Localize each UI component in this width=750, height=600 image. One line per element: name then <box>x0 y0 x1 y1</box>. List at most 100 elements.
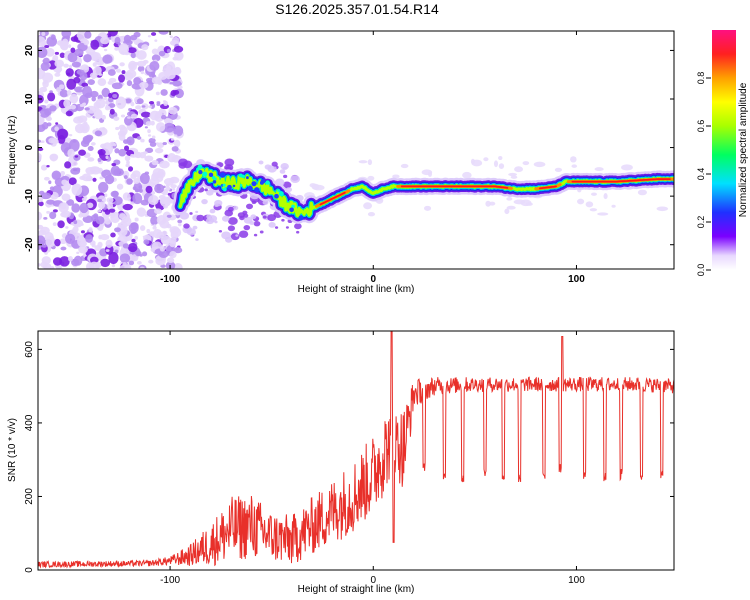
noise-blob <box>205 217 215 225</box>
noise-blob <box>122 243 129 249</box>
noise-blob <box>87 157 95 162</box>
noise-blob <box>103 48 108 52</box>
noise-blob <box>52 222 57 227</box>
noise-blob <box>120 114 126 118</box>
noise-blob <box>59 40 69 51</box>
noise-blob <box>119 213 126 220</box>
noise-blob <box>110 190 119 198</box>
noise-blob <box>82 135 93 143</box>
noise-blob <box>158 31 169 35</box>
noise-blob <box>38 229 47 236</box>
noise-blob <box>121 70 126 75</box>
frequency-ridge <box>172 161 674 224</box>
noise-blob <box>154 208 162 215</box>
noise-blob <box>59 238 67 245</box>
noise-blob <box>513 199 526 205</box>
noise-blob <box>71 61 81 68</box>
noise-blob <box>143 239 150 245</box>
noise-blob <box>119 264 130 269</box>
noise-blob <box>637 189 647 196</box>
noise-blob <box>196 214 205 222</box>
noise-blob <box>122 203 133 211</box>
noise-blob <box>80 38 88 44</box>
noise-blob <box>84 107 90 111</box>
noise-blob <box>130 101 135 107</box>
noise-blob <box>41 31 46 37</box>
noise-blob <box>82 102 87 106</box>
ridge-spot <box>265 180 270 185</box>
noise-blob <box>160 89 168 96</box>
noise-blob <box>107 69 116 76</box>
noise-blob <box>119 253 131 264</box>
noise-blob <box>44 251 48 255</box>
noise-blob <box>97 209 102 213</box>
y-tick-label: 20 <box>24 44 35 56</box>
x-tick-label: -100 <box>160 274 180 285</box>
noise-blob <box>118 148 127 157</box>
noise-blob <box>175 246 180 251</box>
noise-blob <box>151 135 156 139</box>
noise-blob <box>38 115 45 126</box>
noise-blob <box>148 100 155 105</box>
noise-blob <box>130 153 135 158</box>
noise-blob <box>40 140 45 144</box>
noise-blob <box>60 203 67 210</box>
noise-blob <box>111 162 117 167</box>
noise-blob <box>50 266 55 269</box>
snr-line <box>38 331 674 569</box>
noise-blob <box>74 86 85 93</box>
x-tick-label: 0 <box>370 575 376 586</box>
noise-blob <box>136 50 147 60</box>
noise-blob <box>127 47 137 54</box>
noise-blob <box>40 192 52 200</box>
noise-blob <box>86 202 94 209</box>
noise-blob <box>611 204 616 208</box>
noise-blob <box>510 175 518 179</box>
ridge-spot <box>219 172 226 178</box>
noise-blob <box>106 197 114 203</box>
ridge-spot <box>212 180 217 184</box>
noise-blob <box>165 186 171 192</box>
noise-blob <box>105 249 110 252</box>
noise-blob <box>253 233 258 237</box>
noise-blob <box>115 126 120 131</box>
noise-blob <box>506 197 513 201</box>
noise-blob <box>83 54 92 63</box>
noise-blob <box>50 138 59 144</box>
ridge-core <box>319 191 346 206</box>
noise-blob <box>79 202 89 214</box>
noise-blob <box>201 199 208 205</box>
noise-blob <box>221 215 230 222</box>
ridge-spot <box>245 176 249 180</box>
noise-blob <box>258 160 264 165</box>
noise-blob <box>224 236 233 243</box>
y-tick-label: -20 <box>24 237 35 252</box>
noise-blob <box>116 183 124 190</box>
x-tick-label: -100 <box>160 575 180 586</box>
noise-blob <box>88 227 93 233</box>
noise-blob <box>49 105 57 112</box>
noise-blob <box>38 139 41 143</box>
ridge-spot <box>208 172 214 178</box>
noise-blob <box>128 260 135 266</box>
noise-blob <box>65 68 74 77</box>
noise-blob <box>136 98 144 105</box>
noise-blob <box>60 211 68 218</box>
noise-blob <box>49 154 58 162</box>
noise-blob <box>44 44 50 49</box>
noise-blob <box>603 193 608 200</box>
noise-blob <box>163 177 175 186</box>
noise-blob <box>46 199 55 205</box>
noise-blob <box>142 235 147 238</box>
noise-blob <box>90 51 99 61</box>
noise-blob <box>159 171 165 176</box>
noise-blob <box>91 96 96 102</box>
noise-blob <box>112 196 123 206</box>
noise-blob <box>160 235 172 245</box>
noise-blob <box>119 62 125 67</box>
noise-blob <box>227 225 236 232</box>
ridge-spot <box>238 173 243 178</box>
noise-blob <box>68 64 73 69</box>
noise-blob <box>129 63 136 69</box>
